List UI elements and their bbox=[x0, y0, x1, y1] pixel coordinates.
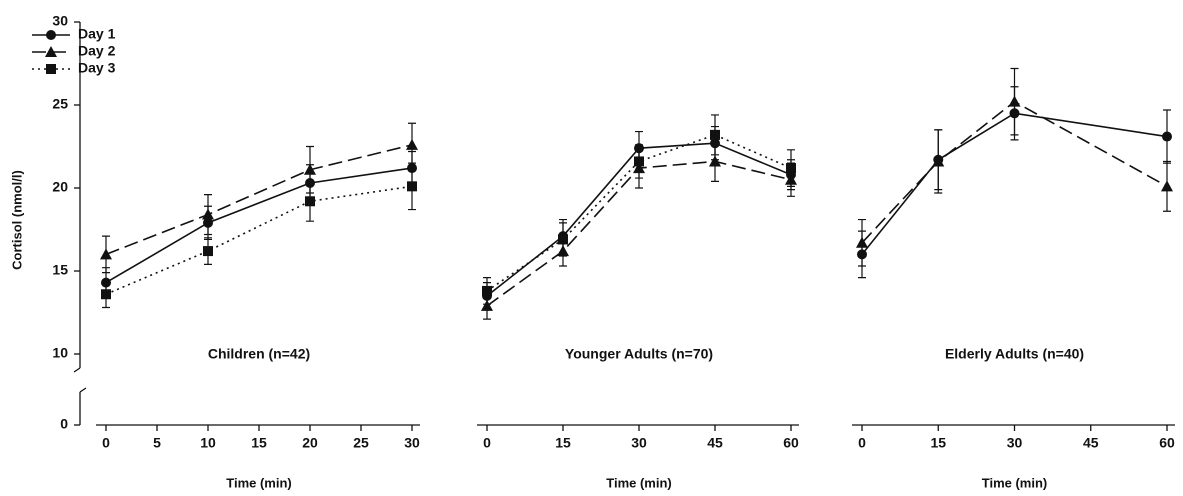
legend-label: Day 1 bbox=[78, 26, 116, 42]
marker bbox=[100, 248, 112, 260]
y-tick-label: 0 bbox=[60, 416, 68, 432]
panel-title: Children (n=42) bbox=[208, 346, 310, 362]
x-tick-label: 30 bbox=[631, 435, 647, 451]
x-tick-label: 30 bbox=[404, 435, 420, 451]
series bbox=[856, 67, 1173, 267]
marker bbox=[932, 155, 945, 167]
x-tick-label: 15 bbox=[555, 435, 571, 451]
series bbox=[101, 150, 417, 299]
marker bbox=[304, 163, 316, 175]
x-tick-label: 0 bbox=[858, 435, 866, 451]
line bbox=[861, 112, 1168, 255]
panel-title: Younger Adults (n=70) bbox=[565, 346, 713, 362]
series bbox=[101, 162, 417, 309]
marker bbox=[1162, 131, 1172, 142]
x-axis-label: Time (min) bbox=[226, 475, 292, 490]
legend-label: Day 2 bbox=[78, 43, 116, 59]
marker bbox=[101, 289, 111, 300]
marker bbox=[558, 234, 568, 245]
x-tick-label: 20 bbox=[302, 435, 318, 451]
x-tick-label: 60 bbox=[783, 435, 799, 451]
marker bbox=[634, 156, 644, 167]
x-tick-label: 0 bbox=[102, 435, 110, 451]
x-tick-label: 5 bbox=[153, 435, 161, 451]
marker bbox=[856, 236, 868, 248]
line bbox=[486, 134, 792, 292]
line bbox=[105, 167, 413, 284]
y-tick-label: 25 bbox=[52, 96, 68, 112]
panel-title: Elderly Adults (n=40) bbox=[945, 346, 1084, 362]
x-tick-label: 15 bbox=[251, 435, 267, 451]
marker bbox=[202, 208, 214, 220]
marker bbox=[46, 30, 56, 40]
y-axis-label: Cortisol (nmol/l) bbox=[9, 170, 24, 270]
x-tick-label: 10 bbox=[200, 435, 216, 451]
line bbox=[105, 185, 413, 295]
marker bbox=[786, 163, 796, 174]
x-tick-label: 60 bbox=[1159, 435, 1175, 451]
series bbox=[100, 122, 418, 274]
marker bbox=[482, 285, 492, 296]
x-tick-label: 0 bbox=[483, 435, 491, 451]
y-tick-label: 30 bbox=[52, 13, 68, 29]
axis-break bbox=[73, 367, 87, 393]
marker bbox=[203, 246, 213, 257]
y-tick-label: 20 bbox=[52, 179, 68, 195]
x-tick-label: 25 bbox=[353, 435, 369, 451]
marker bbox=[45, 46, 57, 57]
x-tick-label: 45 bbox=[1083, 435, 1099, 451]
marker bbox=[710, 129, 720, 140]
marker bbox=[709, 155, 721, 167]
marker bbox=[305, 196, 315, 207]
marker bbox=[406, 138, 418, 150]
marker bbox=[1008, 95, 1021, 107]
marker bbox=[1161, 180, 1173, 192]
y-tick-label: 10 bbox=[52, 345, 68, 361]
x-tick-label: 15 bbox=[930, 435, 946, 451]
legend-label: Day 3 bbox=[78, 60, 116, 76]
x-tick-label: 30 bbox=[1007, 435, 1023, 451]
marker bbox=[481, 299, 493, 311]
line bbox=[105, 144, 413, 256]
y-tick-label: 15 bbox=[52, 262, 68, 278]
marker bbox=[407, 181, 417, 192]
series bbox=[482, 114, 796, 305]
marker bbox=[46, 64, 56, 74]
x-tick-label: 45 bbox=[707, 435, 723, 451]
x-axis-label: Time (min) bbox=[982, 475, 1048, 490]
x-axis-label: Time (min) bbox=[606, 475, 672, 490]
